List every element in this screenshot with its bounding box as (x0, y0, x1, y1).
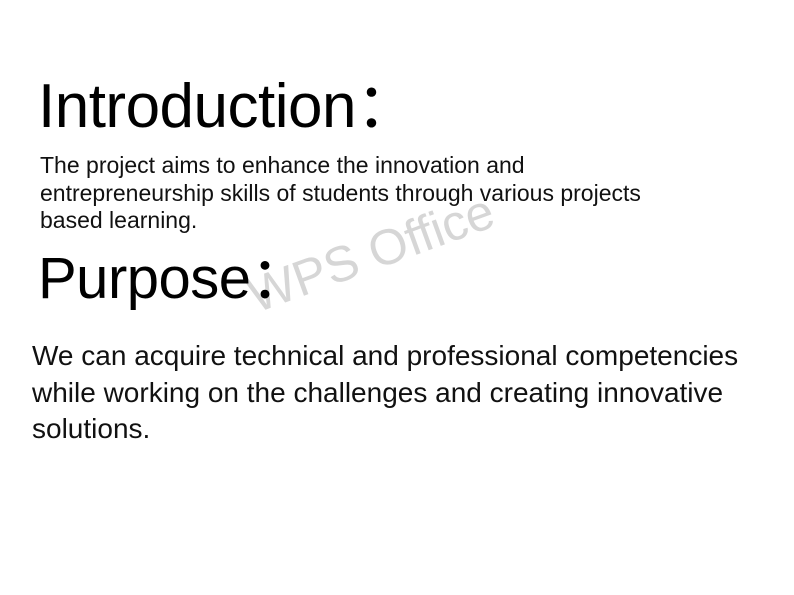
purpose-heading: Purpose： (38, 246, 309, 311)
introduction-text: The project aims to enhance the innovati… (40, 152, 641, 233)
introduction-heading: Introduction： (38, 72, 418, 141)
purpose-text: We can acquire technical and professiona… (32, 340, 739, 444)
